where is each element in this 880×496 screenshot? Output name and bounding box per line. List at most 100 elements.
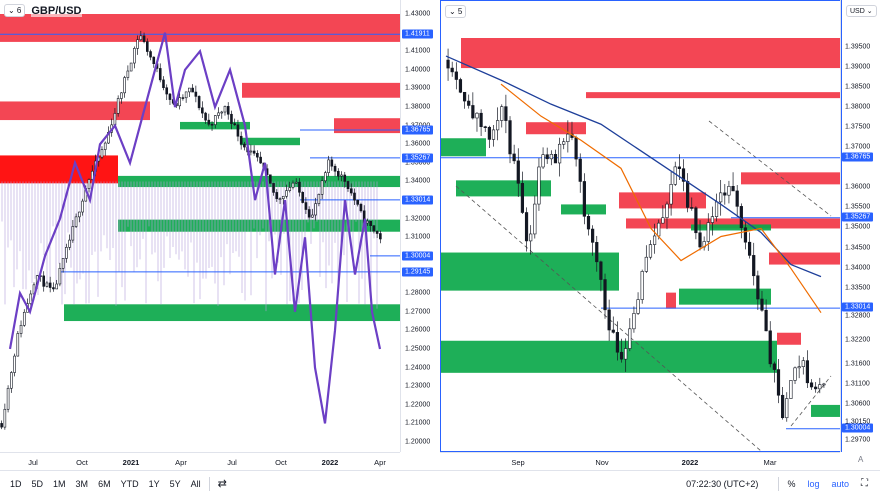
candle	[615, 332, 620, 353]
right-price-chart[interactable]	[441, 1, 841, 452]
range-1y[interactable]: 1Y	[148, 478, 160, 489]
range-1d[interactable]: 1D	[10, 478, 22, 489]
candle	[500, 106, 504, 121]
candle	[665, 203, 669, 218]
left-layout-chip[interactable]: ⌄ 6	[4, 4, 26, 17]
price-tick: 1.39000	[405, 84, 431, 92]
candle	[233, 123, 237, 126]
price-tick: 1.22000	[405, 401, 431, 409]
left-time-axis[interactable]: Jul Oct 2021 Apr Jul Oct 2022 Apr	[0, 452, 400, 471]
price-tick: 1.38000	[845, 103, 871, 111]
price-level-label[interactable]: 1.36765	[842, 152, 874, 162]
candle	[524, 212, 529, 242]
right-time-axis[interactable]: Sep Nov 2022 Mar	[440, 452, 840, 471]
candle	[152, 56, 156, 65]
candle	[516, 160, 520, 184]
price-level-label[interactable]: 1.41911	[402, 29, 433, 39]
candle	[194, 91, 198, 97]
candle	[735, 190, 739, 207]
left-chart-pane[interactable]: ⌄ 6 GBP/USD 1.430001.420001.410001.40000…	[0, 0, 440, 470]
fullscreen-icon[interactable]: ⛶	[861, 478, 868, 489]
price-tick: 1.39000	[845, 63, 871, 71]
price-level-label[interactable]: 1.36765	[402, 125, 434, 135]
price-level-label[interactable]: 1.33014	[402, 195, 434, 205]
percent-toggle[interactable]: %	[787, 478, 796, 489]
candle	[644, 256, 648, 272]
price-tick: 1.36000	[405, 140, 431, 148]
candle	[213, 115, 217, 125]
compare-icon[interactable]: ⇄	[217, 478, 227, 490]
fast-moving-average	[500, 83, 822, 314]
price-tick: 1.38500	[845, 83, 871, 91]
time-tick: 2021	[122, 458, 140, 467]
candle	[529, 233, 533, 242]
candle	[640, 271, 644, 300]
symbol-name[interactable]: GBP/USD	[31, 4, 82, 17]
candle	[158, 68, 162, 81]
candle	[307, 209, 311, 218]
time-tick: Apr	[175, 458, 187, 467]
auto-toggle[interactable]: auto	[831, 478, 849, 489]
currency-chip[interactable]: USD ⌄	[846, 5, 877, 17]
supply-demand-zone	[586, 92, 841, 99]
candle	[6, 387, 10, 410]
price-level-label[interactable]: 1.30004	[842, 423, 874, 433]
candle	[256, 152, 259, 158]
range-5y[interactable]: 5Y	[169, 478, 181, 489]
range-3m[interactable]: 3M	[75, 478, 89, 489]
right-chart-pane[interactable]: ⌄ 5 USD ⌄ 1.39500 1.39000 1.38500 1.38000 1.…	[440, 0, 880, 470]
candle	[661, 217, 665, 224]
toolbar-divider	[208, 476, 210, 491]
right-layout-chip[interactable]: ⌄ 5	[445, 5, 467, 18]
candle	[259, 156, 262, 164]
price-level-label[interactable]: 1.35267	[842, 212, 874, 222]
price-tick: 1.39500	[845, 43, 871, 51]
candle	[619, 351, 624, 360]
candle	[553, 154, 558, 164]
range-5d[interactable]: 5D	[31, 478, 44, 489]
candle	[327, 159, 330, 173]
price-tick: 1.35000	[405, 159, 431, 167]
candle	[698, 232, 702, 248]
price-level-label[interactable]: 1.35267	[402, 153, 434, 163]
candle	[611, 329, 615, 333]
price-tick: 1.26000	[405, 326, 431, 334]
candle	[42, 275, 46, 287]
left-price-chart[interactable]	[0, 0, 400, 452]
left-plot-area[interactable]: ⌄ 6 GBP/USD	[0, 0, 400, 452]
candle	[217, 112, 220, 116]
range-6m[interactable]: 6M	[98, 478, 111, 489]
auto-scale-button[interactable]: A	[858, 455, 864, 464]
candle	[475, 112, 479, 119]
supply-demand-zone	[242, 82, 400, 98]
candle	[288, 187, 292, 191]
candle	[768, 330, 772, 365]
range-ytd[interactable]: YTD	[120, 478, 139, 489]
supply-demand-zone	[461, 38, 841, 69]
range-all[interactable]: All	[190, 478, 201, 489]
candle	[113, 113, 117, 126]
clock-display[interactable]: 07:22:30 (UTC+2)	[686, 478, 759, 489]
supply-demand-zone	[0, 155, 118, 184]
candle	[52, 287, 55, 290]
left-price-axis[interactable]: 1.430001.420001.410001.400001.390001.380…	[400, 0, 441, 452]
log-toggle[interactable]: log	[807, 478, 820, 489]
candle	[220, 111, 224, 114]
candle	[243, 143, 246, 148]
right-price-axis[interactable]: 1.39500 1.39000 1.38500 1.38000 1.37500 1.370…	[840, 0, 880, 452]
candle	[471, 105, 475, 119]
price-tick: 1.27000	[405, 308, 431, 316]
price-level-label[interactable]: 1.33014	[842, 302, 874, 312]
range-1m[interactable]: 1M	[53, 478, 66, 489]
candle	[129, 62, 133, 72]
time-tick: Jul	[227, 458, 237, 467]
candle	[562, 141, 566, 145]
price-level-label[interactable]: 1.30004	[402, 251, 434, 261]
candle	[165, 87, 169, 95]
candle	[55, 283, 58, 290]
price-level-label[interactable]: 1.29145	[402, 267, 434, 277]
price-tick: 1.20000	[405, 438, 431, 446]
right-plot-area[interactable]: ⌄ 5	[440, 0, 842, 452]
candle	[479, 112, 483, 127]
candle	[294, 181, 298, 184]
